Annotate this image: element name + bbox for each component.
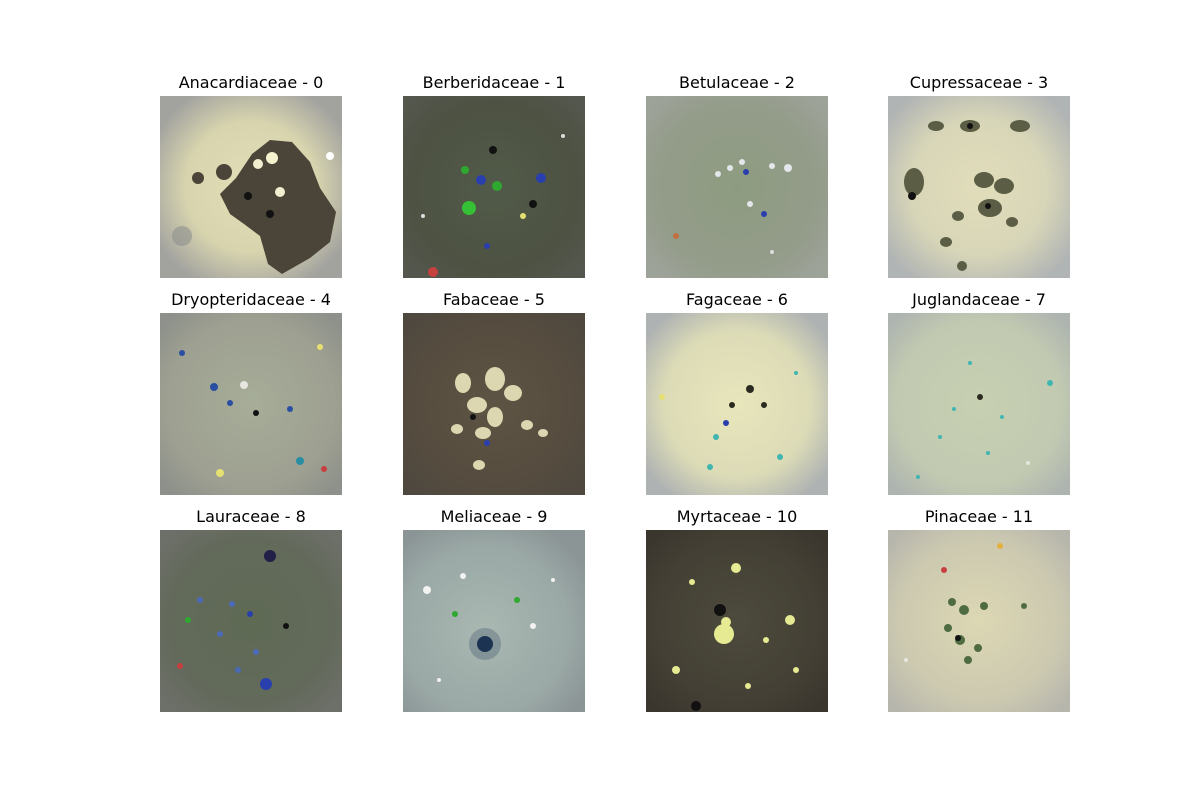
- panel-title: Berberidaceae - 1: [363, 74, 625, 92]
- pollen-image: [403, 530, 585, 712]
- panel-title: Pinaceae - 11: [848, 508, 1110, 526]
- pollen-image: [888, 313, 1070, 495]
- pollen-image: [888, 96, 1070, 278]
- panel-title: Dryopteridaceae - 4: [120, 291, 382, 309]
- panel-title: Juglandaceae - 7: [848, 291, 1110, 309]
- pollen-image: [888, 530, 1070, 712]
- panel-title: Fabaceae - 5: [363, 291, 625, 309]
- panel-title: Anacardiaceae - 0: [120, 74, 382, 92]
- pollen-image: [403, 96, 585, 278]
- panel-title: Fagaceae - 6: [606, 291, 868, 309]
- pollen-image: [646, 313, 828, 495]
- panel-title: Meliaceae - 9: [363, 508, 625, 526]
- panel-title: Cupressaceae - 3: [848, 74, 1110, 92]
- pollen-image: [160, 313, 342, 495]
- pollen-image: [403, 313, 585, 495]
- pollen-image: [160, 96, 342, 278]
- pollen-image: [160, 530, 342, 712]
- panel-title: Betulaceae - 2: [606, 74, 868, 92]
- pollen-image: [646, 530, 828, 712]
- panel-title: Lauraceae - 8: [120, 508, 382, 526]
- panel-title: Myrtaceae - 10: [606, 508, 868, 526]
- pollen-image: [646, 96, 828, 278]
